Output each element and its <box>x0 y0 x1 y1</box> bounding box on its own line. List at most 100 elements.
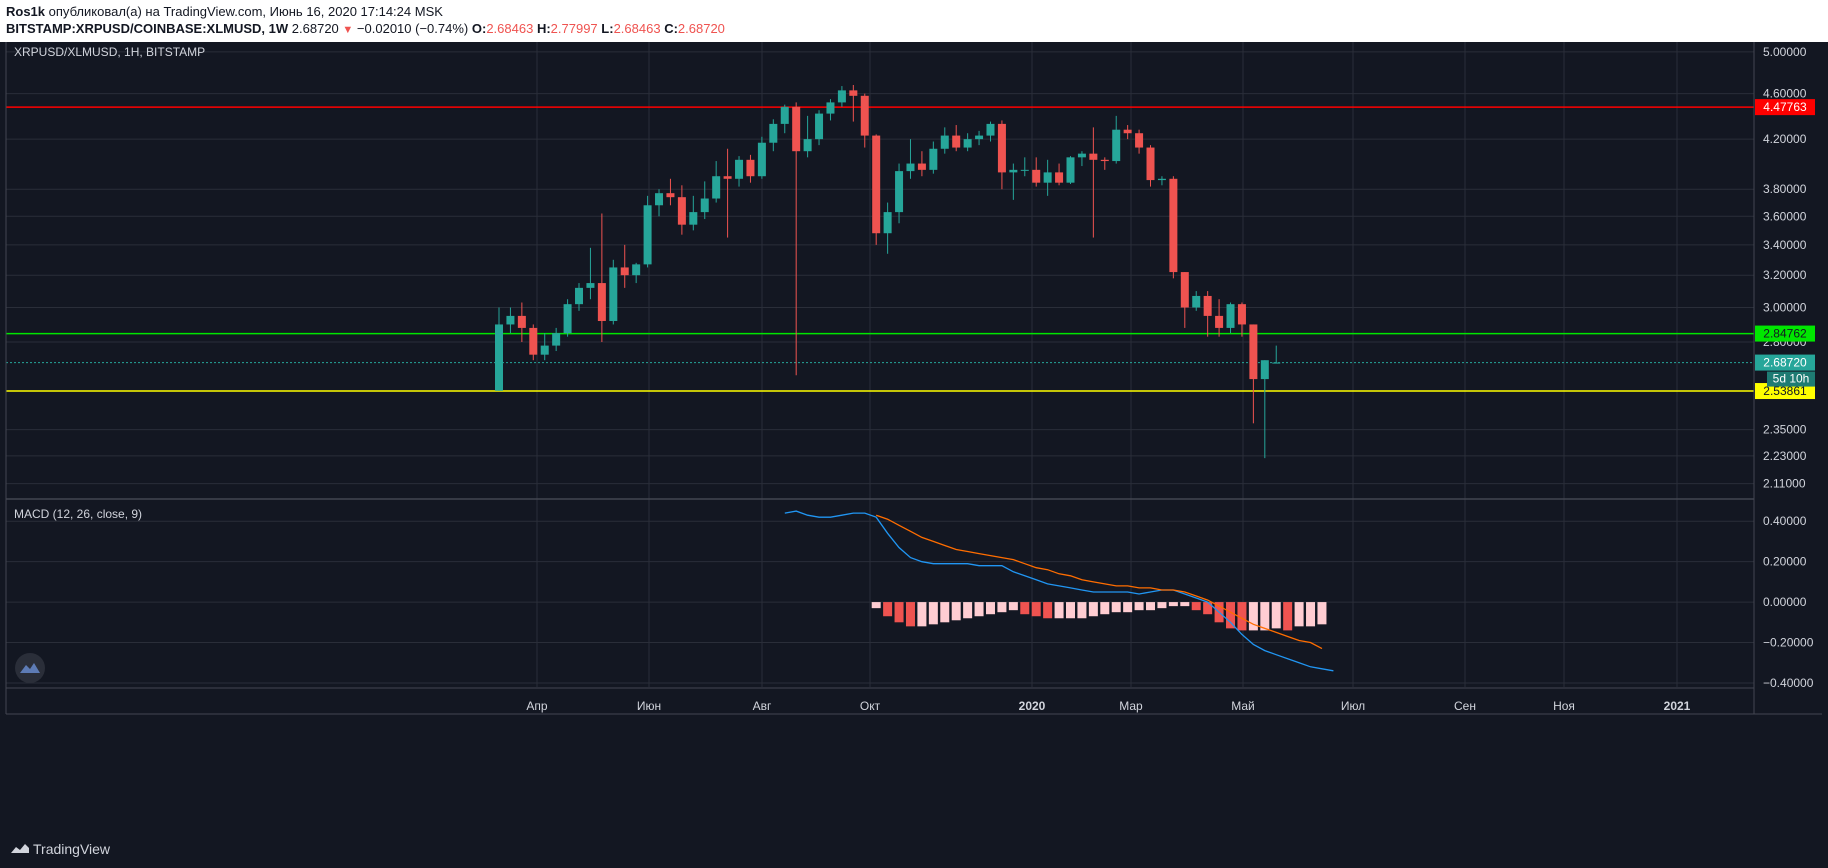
macd-histogram-bar <box>974 602 984 617</box>
candle-body <box>1032 169 1041 183</box>
candles-layer <box>495 84 1281 459</box>
symbol-line: BITSTAMP:XRPUSD/COINBASE:XLMUSD, 1W 2.68… <box>6 21 725 36</box>
candle-body <box>940 135 949 149</box>
candle <box>849 84 858 122</box>
x-tick-label: Июл <box>1341 699 1365 713</box>
close-label: C: <box>664 21 678 36</box>
candle-body <box>609 267 618 322</box>
high-value: 2.77997 <box>550 21 598 36</box>
x-tick-label: Авг <box>753 699 772 713</box>
candle <box>1260 360 1269 459</box>
macd-histogram-bar <box>1180 602 1190 607</box>
footer-bar: TradingView <box>0 831 1828 868</box>
author-name[interactable]: Ros1k <box>6 4 46 19</box>
candle <box>803 115 812 158</box>
low-value: 2.68463 <box>613 21 661 36</box>
candle <box>1089 127 1098 238</box>
x-tick-label: 2021 <box>1664 699 1691 713</box>
candle-body <box>712 176 721 199</box>
candle <box>609 259 618 325</box>
candle-body <box>586 283 595 288</box>
macd-histogram-bar <box>1306 602 1316 627</box>
candle <box>597 213 606 343</box>
candle-body <box>1100 159 1109 162</box>
candle <box>643 195 652 268</box>
y-tick-label: 3.20000 <box>1763 268 1807 282</box>
macd-histogram-bar <box>1271 602 1281 629</box>
candle <box>1237 302 1246 337</box>
axes-layer: 5.00000 4.60000 4.20000 3.80000 3.60000 3.400… <box>526 45 1815 713</box>
candle <box>735 156 744 187</box>
candle <box>986 121 995 142</box>
macd-histogram-bar <box>1168 602 1178 607</box>
x-tick-label: Июн <box>637 699 661 713</box>
macd-histogram-bar <box>1203 602 1213 615</box>
candle <box>1215 299 1224 337</box>
candle <box>940 127 949 154</box>
y-tick-label: 3.60000 <box>1763 209 1807 223</box>
candle <box>1020 157 1029 177</box>
cloud-icon[interactable] <box>15 653 45 683</box>
candle-body <box>597 283 606 322</box>
macd-histogram-bar <box>1283 602 1293 631</box>
x-tick-label: Сен <box>1454 699 1476 713</box>
candle-body <box>895 171 904 213</box>
tradingview-logo-icon[interactable] <box>10 841 30 857</box>
chart-background <box>0 42 1828 831</box>
candle <box>1066 156 1075 184</box>
macd-histogram-bar <box>1111 602 1121 613</box>
level-price-badge <box>1755 383 1815 400</box>
candle-body <box>1226 304 1235 328</box>
macd-y-tick-label: −0.20000 <box>1763 636 1814 650</box>
candle-body <box>700 198 709 213</box>
last-price-value: 2.68720 <box>291 21 339 36</box>
symbol-title[interactable]: BITSTAMP:XRPUSD/COINBASE:XLMUSD, 1W <box>6 21 289 36</box>
macd-histogram-bar <box>1317 602 1327 625</box>
candle-body <box>963 139 972 148</box>
down-arrow-icon: ▼ <box>342 24 354 36</box>
y-tick-label: 3.40000 <box>1763 238 1807 252</box>
candle <box>563 299 572 337</box>
candle <box>1226 302 1235 334</box>
candle <box>815 110 824 146</box>
level-price-badge <box>1755 325 1815 342</box>
candle <box>540 333 549 361</box>
chart-canvas[interactable]: 5.00000 4.60000 4.20000 3.80000 3.60000 3.400… <box>0 42 1828 831</box>
macd-histogram-bar <box>1248 602 1258 631</box>
candle-body <box>506 315 515 325</box>
macd-histogram-bar <box>940 602 950 623</box>
candle <box>792 102 801 376</box>
candle <box>495 307 503 391</box>
macd-histogram-bar <box>1237 602 1247 631</box>
candle-body <box>1260 360 1269 380</box>
macd-histogram-bar <box>963 602 973 619</box>
candle <box>723 148 732 238</box>
y-tick-label: 5.00000 <box>1763 45 1807 59</box>
price-change: −0.02010 (−0.74%) <box>356 21 469 36</box>
candle-body <box>986 123 995 136</box>
x-tick-label: Мар <box>1119 699 1143 713</box>
candle <box>917 151 926 177</box>
candle-body <box>1192 295 1201 308</box>
candle-body <box>1055 172 1064 183</box>
candle <box>1055 163 1064 186</box>
candle <box>1146 145 1155 187</box>
candle <box>1169 176 1178 279</box>
footer-brand[interactable]: TradingView <box>33 841 111 857</box>
candle-body <box>620 267 629 276</box>
candle <box>1203 291 1212 337</box>
publish-info: опубликовал(а) на TradingView.com, Июнь … <box>48 4 443 19</box>
macd-histogram-bar <box>883 602 893 617</box>
macd-histogram-bar <box>1054 602 1064 619</box>
candle-body <box>997 123 1006 173</box>
candle <box>1135 129 1144 154</box>
candle <box>552 327 561 352</box>
macd-histogram-bar <box>1008 602 1018 611</box>
x-tick-label: Апр <box>526 699 548 713</box>
candle-body <box>1077 153 1086 158</box>
candle-body <box>1203 295 1212 316</box>
candle <box>997 120 1006 190</box>
candle-body <box>552 333 561 346</box>
countdown-badge <box>1767 371 1815 387</box>
candle-body <box>780 106 789 124</box>
